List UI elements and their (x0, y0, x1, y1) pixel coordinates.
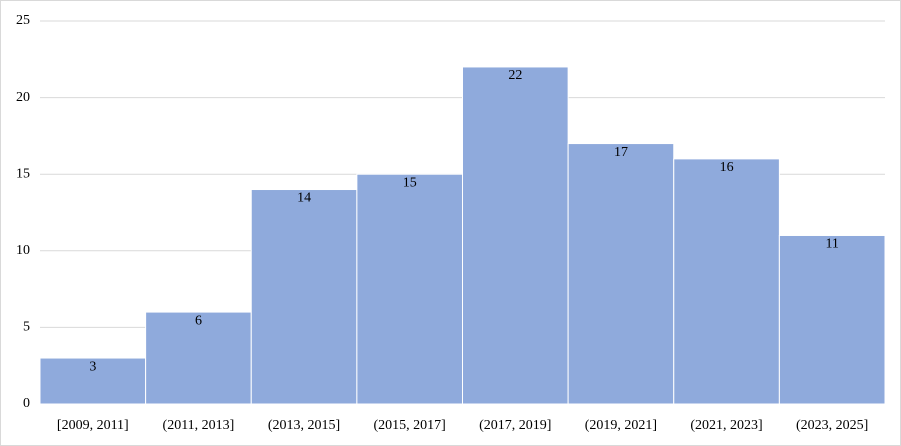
y-tick-label: 10 (16, 243, 30, 258)
data-label: 6 (195, 313, 202, 328)
y-tick-label: 20 (16, 90, 30, 105)
bar (673, 158, 780, 405)
x-tick-label: (2021, 2023] (690, 418, 762, 433)
bar (567, 143, 675, 405)
y-tick-label: 15 (16, 166, 30, 181)
data-label: 17 (614, 145, 628, 160)
x-tick-label: (2011, 2013] (163, 418, 235, 433)
y-tick-label: 5 (23, 320, 30, 335)
x-tick-label: (2023, 2025] (796, 418, 868, 433)
x-tick-label: [2009, 2011] (57, 418, 129, 433)
y-tick-label: 25 (16, 13, 30, 28)
y-tick-label: 0 (23, 396, 30, 411)
bar (250, 189, 358, 405)
x-tick-label: (2015, 2017] (374, 418, 446, 433)
data-label: 3 (89, 359, 96, 374)
data-label: 15 (403, 175, 417, 190)
x-tick-label: (2013, 2015] (268, 418, 340, 433)
data-label: 22 (508, 68, 522, 83)
data-label: 16 (720, 160, 734, 175)
bar (145, 311, 252, 405)
bar (778, 234, 886, 405)
data-label: 11 (825, 237, 838, 252)
bar (356, 173, 463, 405)
bar (462, 66, 569, 405)
x-tick-label: (2017, 2019] (479, 418, 551, 433)
x-tick-label: (2019, 2021] (585, 418, 657, 433)
data-label: 14 (297, 191, 311, 206)
